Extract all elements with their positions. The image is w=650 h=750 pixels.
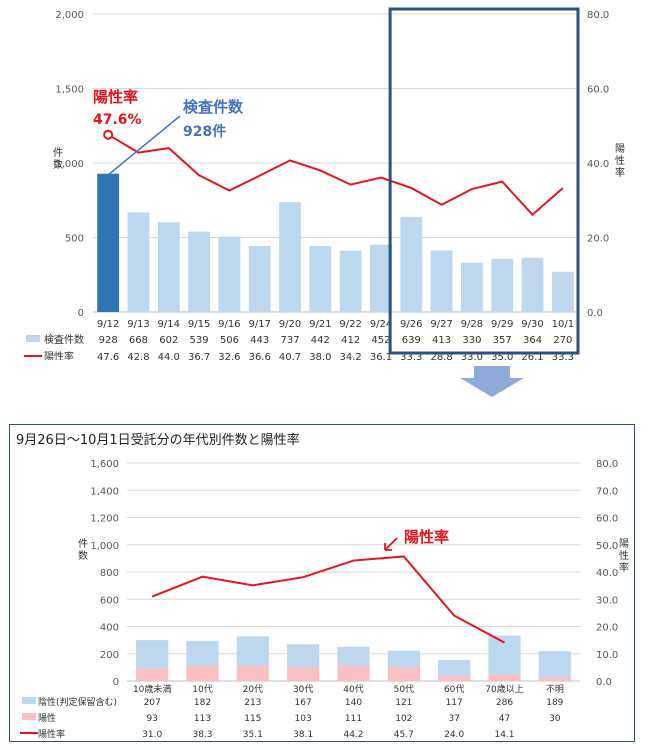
x-tick-label: 9/26 xyxy=(400,319,422,330)
chart-top: 0 500 1,000 1,500 2,000 0.0 20.0 40.0 60.0 80.0 件数… xyxy=(24,7,625,360)
x-tick-label: 9/14 xyxy=(158,319,180,330)
table-cell-count: 364 xyxy=(523,335,542,346)
y-tick-left: 500 xyxy=(65,234,84,245)
table-cell-count: 639 xyxy=(402,335,421,346)
annotation-leader-line xyxy=(107,115,181,176)
table-cell-rate: 36.1 xyxy=(370,352,392,360)
bar xyxy=(339,250,362,312)
x-tick-label: 10/1 xyxy=(552,319,574,330)
table-cell-rate: 33.0 xyxy=(461,352,483,360)
bar xyxy=(279,202,301,312)
bar xyxy=(521,257,544,312)
x-tick-label: 9/21 xyxy=(309,319,331,330)
y-tick-right: 80.0 xyxy=(587,10,609,21)
y-tick-right: 40.0 xyxy=(587,159,609,170)
table-cell-rate: 36.6 xyxy=(249,352,271,360)
down-arrow-shape xyxy=(460,366,524,397)
table-cell-rate: 40.7 xyxy=(279,352,301,360)
x-tick-label: 9/12 xyxy=(97,319,119,330)
y-label-right: 陽 xyxy=(615,143,625,155)
bar xyxy=(127,212,150,312)
table-cell-count: 539 xyxy=(190,335,209,346)
bar xyxy=(309,246,332,312)
y-tick-right: 0.0 xyxy=(587,308,603,319)
bar xyxy=(400,216,423,312)
bar xyxy=(551,271,574,312)
y-label-left: 数 xyxy=(53,158,63,171)
bar xyxy=(188,231,211,312)
table-cell-count: 452 xyxy=(371,335,390,346)
annotation-count-value: 928件 xyxy=(183,123,226,140)
table-cell-rate: 36.7 xyxy=(188,352,210,360)
bar xyxy=(157,222,180,312)
table-cell-rate: 33.3 xyxy=(552,352,574,360)
bar xyxy=(430,250,453,312)
annotation-rate-label: 陽性率 xyxy=(93,88,138,106)
y-label-right: 率 xyxy=(615,166,625,179)
bar xyxy=(460,262,483,312)
table-cell-rate: 34.2 xyxy=(340,352,362,360)
table-cell-count: 737 xyxy=(280,335,299,346)
chart-bottom-title: 9月26日～10月1日受託分の年代別件数と陽性率 xyxy=(16,433,300,448)
y-tick-left: 1,000 xyxy=(55,159,84,170)
y-tick-right: 20.0 xyxy=(587,234,609,245)
annotation-count-label: 検査件数 xyxy=(183,98,244,116)
table-cell-rate: 35.0 xyxy=(491,352,513,360)
table-cell-rate: 26.1 xyxy=(521,352,543,360)
table-cell-count: 506 xyxy=(220,335,239,346)
x-tick-label: 9/20 xyxy=(279,319,301,330)
table-cell-rate: 33.3 xyxy=(400,352,422,360)
table-cell-rate: 42.8 xyxy=(127,352,149,360)
table-cell-count: 412 xyxy=(341,335,360,346)
table-cell-count: 270 xyxy=(553,335,572,346)
y-label-right: 性 xyxy=(615,154,625,167)
bar xyxy=(370,244,392,312)
x-tick-label: 9/24 xyxy=(370,319,392,330)
x-tick-label: 9/27 xyxy=(430,319,452,330)
x-tick-label: 9/16 xyxy=(218,319,240,330)
x-tick-label: 9/28 xyxy=(461,319,483,330)
table-cell-count: 357 xyxy=(493,335,512,346)
table-cell-count: 413 xyxy=(432,335,451,346)
table-cell-count: 928 xyxy=(99,335,118,346)
y-label-left: 件 xyxy=(53,147,63,159)
table-cell-rate: 28.8 xyxy=(430,352,452,360)
table-cell-count: 602 xyxy=(159,335,178,346)
chart-bottom-frame xyxy=(9,424,635,742)
y-tick-right: 60.0 xyxy=(587,85,609,96)
table-cell-rate: 47.6 xyxy=(97,352,119,360)
bar xyxy=(218,236,241,312)
x-tick-label: 9/15 xyxy=(188,319,210,330)
table-cell-rate: 32.6 xyxy=(218,352,240,360)
legend-label-rate: 陽性率 xyxy=(44,350,74,360)
legend-label-count: 検査件数 xyxy=(44,333,84,346)
bar xyxy=(97,173,120,312)
rate-line xyxy=(107,133,564,217)
x-tick-label: 9/22 xyxy=(339,319,361,330)
table-cell-count: 442 xyxy=(311,335,330,346)
bar xyxy=(248,245,271,312)
x-tick-label: 9/29 xyxy=(491,319,513,330)
table-cell-count: 668 xyxy=(129,335,148,346)
highlight-range-box xyxy=(388,7,580,355)
bar xyxy=(491,258,514,312)
x-tick-label: 9/13 xyxy=(127,319,149,330)
table-cell-count: 330 xyxy=(462,335,481,346)
table-cell-rate: 44.0 xyxy=(158,352,180,360)
annotation-rate-value: 47.6% xyxy=(93,112,142,128)
y-tick-left: 0 xyxy=(78,308,84,319)
x-tick-label: 9/30 xyxy=(521,319,543,330)
table-cell-rate: 38.0 xyxy=(309,352,331,360)
x-tick-label: 9/17 xyxy=(248,319,270,330)
table-cell-count: 443 xyxy=(250,335,269,346)
y-tick-left: 2,000 xyxy=(55,10,84,21)
rate-marker xyxy=(103,129,114,140)
legend-swatch-count xyxy=(26,335,40,342)
y-tick-left: 1,500 xyxy=(55,85,84,96)
